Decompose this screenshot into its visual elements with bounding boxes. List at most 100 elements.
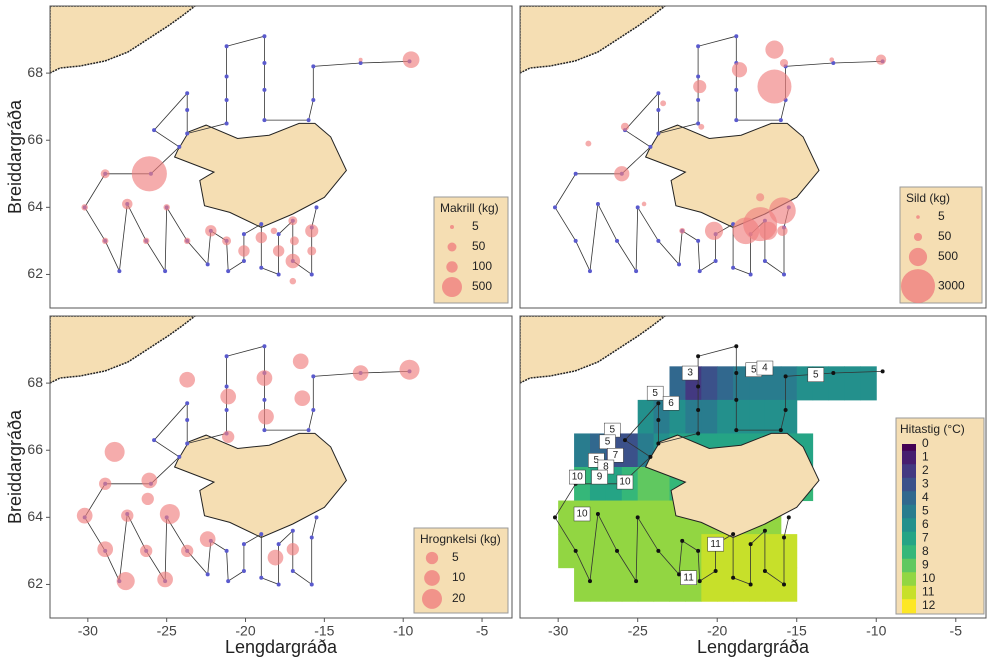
bubble — [641, 201, 647, 207]
station — [241, 232, 246, 237]
contour-label-box — [807, 367, 825, 382]
station — [696, 74, 701, 79]
bubble — [614, 166, 630, 182]
heat-cell — [558, 500, 575, 535]
bubble — [779, 58, 789, 68]
station — [648, 454, 653, 459]
station — [656, 418, 661, 423]
station — [306, 118, 311, 123]
heat-cell — [558, 534, 575, 569]
station — [748, 582, 753, 587]
y-tick-label: 66 — [27, 131, 43, 147]
legend-label: 50 — [472, 239, 486, 253]
contour-label: 10 — [619, 477, 631, 488]
station — [262, 61, 267, 66]
bubble — [292, 353, 309, 370]
station — [259, 265, 264, 270]
contour-label: 10 — [572, 472, 584, 483]
bubble — [256, 370, 273, 386]
station — [696, 44, 701, 49]
contour-label-box — [681, 365, 699, 381]
heat-cell — [574, 433, 591, 468]
heat-cell — [669, 366, 686, 401]
station — [241, 259, 246, 264]
y-tick-label: 62 — [27, 265, 43, 281]
station — [731, 265, 736, 270]
station — [782, 582, 787, 587]
station — [762, 569, 767, 574]
bubble — [272, 245, 285, 257]
station — [615, 548, 620, 553]
bubble — [875, 54, 887, 65]
colorbar-label: 5 — [922, 504, 929, 518]
station — [734, 118, 739, 123]
colorbar-cell — [902, 599, 916, 614]
station — [314, 515, 319, 520]
station — [748, 542, 753, 547]
bubble — [289, 277, 297, 285]
legend-bubble — [424, 570, 440, 586]
colorbar-cell — [902, 572, 916, 587]
station — [696, 431, 701, 436]
colorbar-label: 3 — [922, 477, 929, 491]
station — [262, 397, 267, 402]
station — [734, 34, 739, 39]
contour-label: 11 — [683, 572, 694, 583]
heat-cell — [605, 500, 623, 535]
station — [309, 272, 314, 277]
station — [656, 131, 661, 136]
colorbar-label: 8 — [922, 544, 929, 558]
bubble — [101, 237, 109, 245]
legend-label: 5 — [938, 209, 945, 223]
bubble — [270, 227, 278, 235]
bubble — [81, 204, 88, 211]
station — [656, 238, 661, 243]
contour-label: 3 — [687, 368, 693, 379]
station — [778, 428, 783, 433]
station — [226, 269, 231, 274]
bubble — [131, 156, 167, 192]
station — [622, 438, 627, 443]
heat-cell — [701, 366, 718, 401]
heat-cell — [621, 567, 639, 602]
contour-label: 4 — [762, 363, 768, 374]
bubble — [765, 40, 784, 59]
station — [635, 515, 640, 520]
heat-cell — [860, 366, 877, 401]
station — [573, 171, 578, 176]
greenland — [50, 6, 197, 74]
station — [696, 238, 701, 243]
colorbar-label: 6 — [922, 517, 929, 531]
x-tick-label: -10 — [393, 623, 413, 639]
contour-label: 7 — [613, 450, 619, 461]
x-tick-label: -15 — [787, 623, 807, 639]
bubble — [267, 549, 284, 566]
bubble — [294, 390, 311, 407]
y-tick-label: 62 — [27, 575, 43, 591]
contour-label: 5 — [609, 425, 615, 436]
station — [259, 532, 264, 537]
heat-cell — [717, 366, 734, 401]
heat-cell — [589, 534, 607, 569]
station — [117, 269, 122, 274]
panel-border — [519, 315, 987, 619]
heat-cell — [637, 500, 655, 535]
station — [782, 272, 787, 277]
station — [595, 511, 600, 516]
station — [259, 222, 264, 227]
heat-cell — [653, 467, 671, 502]
heat-cell — [669, 534, 686, 569]
bubble — [285, 253, 301, 269]
bubble — [698, 123, 705, 130]
heat-cell — [764, 399, 782, 434]
station — [226, 579, 231, 584]
x-axis-label: Lengdargráða — [225, 637, 338, 657]
bubble — [399, 359, 420, 380]
legend-label: 20 — [452, 591, 466, 605]
contour-label-box — [573, 506, 591, 522]
heat-cell — [685, 399, 702, 434]
contour-label: 5 — [594, 455, 600, 466]
station — [615, 238, 620, 243]
station — [311, 374, 316, 379]
station — [224, 44, 229, 49]
